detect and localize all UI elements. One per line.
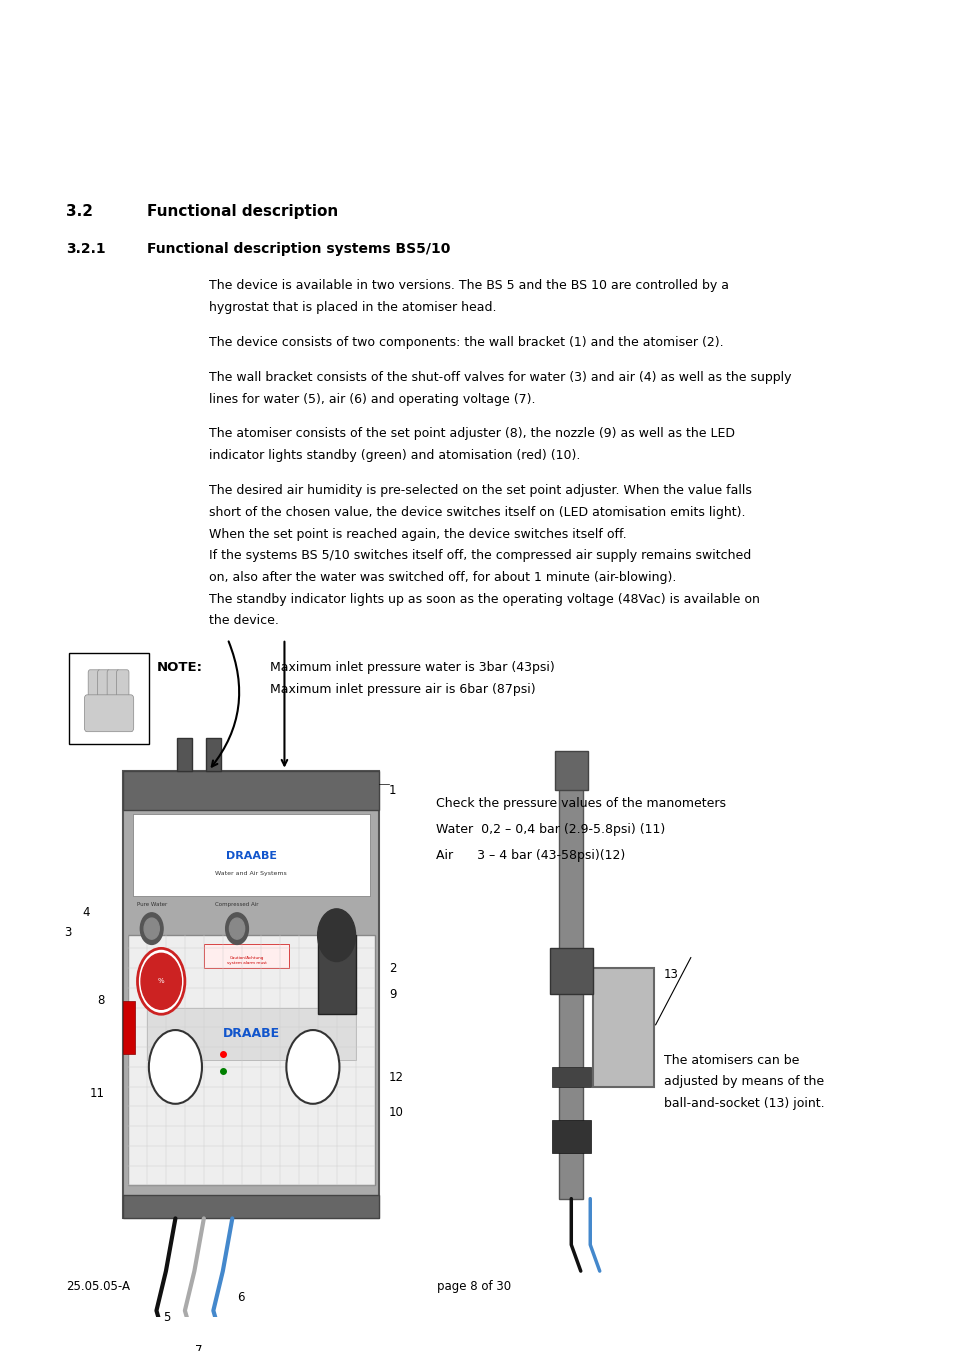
Text: The device consists of two components: the wall bracket (1) and the atomiser (2): The device consists of two components: t… [209,336,722,349]
Text: 2: 2 [389,962,395,974]
Bar [206,738,221,770]
Text: The atomisers can be: The atomisers can be [663,1054,799,1067]
Bar [132,815,370,896]
Text: ball-and-socket (13) joint.: ball-and-socket (13) joint. [663,1097,823,1111]
Text: Water and Air Systems: Water and Air Systems [215,871,287,875]
Text: hygrostat that is placed in the atomiser head.: hygrostat that is placed in the atomiser… [209,301,496,313]
Text: The atomiser consists of the set point adjuster (8), the nozzle (9) as well as t: The atomiser consists of the set point a… [209,427,734,440]
Text: Functional description systems BS5/10: Functional description systems BS5/10 [147,242,450,257]
Text: on, also after the water was switched off, for about 1 minute (air-blowing).: on, also after the water was switched of… [209,571,676,584]
Text: 4: 4 [83,907,90,919]
Circle shape [230,919,244,939]
Bar [123,1001,134,1054]
Text: 3: 3 [64,925,71,939]
Bar [317,935,355,1015]
Text: If the systems BS 5/10 switches itself off, the compressed air supply remains sw: If the systems BS 5/10 switches itself o… [209,550,750,562]
FancyBboxPatch shape [116,670,129,708]
FancyBboxPatch shape [88,670,100,708]
Bar [554,751,587,790]
Text: 25.05.05-A: 25.05.05-A [67,1281,131,1293]
Text: Maximum inlet pressure air is 6bar (87psi): Maximum inlet pressure air is 6bar (87ps… [270,684,536,696]
Text: Caution/Achtung
system alarm must: Caution/Achtung system alarm must [227,957,266,965]
Text: the device.: the device. [209,615,278,627]
Circle shape [286,1029,339,1104]
Text: 1: 1 [389,784,395,797]
Bar [204,944,289,969]
Text: lines for water (5), air (6) and operating voltage (7).: lines for water (5), air (6) and operati… [209,393,535,405]
Text: Check the pressure values of the manometers: Check the pressure values of the manomet… [436,797,725,809]
FancyBboxPatch shape [107,670,119,708]
Bar [123,770,379,811]
FancyBboxPatch shape [97,670,110,708]
Text: adjusted by means of the: adjusted by means of the [663,1075,823,1089]
Text: 11: 11 [90,1086,104,1100]
Bar [549,948,592,994]
FancyBboxPatch shape [70,654,149,744]
Text: indicator lights standby (green) and atomisation (red) (10).: indicator lights standby (green) and ato… [209,449,579,462]
Circle shape [144,919,159,939]
Text: 10: 10 [389,1106,403,1120]
Text: %: % [157,978,164,985]
Text: When the set point is reached again, the device switches itself off.: When the set point is reached again, the… [209,527,625,540]
Bar [123,1194,379,1219]
Bar [147,1008,355,1061]
Bar [128,935,375,1185]
Text: NOTE:: NOTE: [156,661,202,674]
Text: The wall bracket consists of the shut-off valves for water (3) and air (4) as we: The wall bracket consists of the shut-of… [209,370,790,384]
Text: Maximum inlet pressure water is 3bar (43psi): Maximum inlet pressure water is 3bar (43… [270,661,555,674]
Text: Pure Water: Pure Water [136,902,167,908]
Bar [592,969,654,1086]
Text: 3.2.1: 3.2.1 [67,242,106,257]
FancyBboxPatch shape [84,694,133,732]
Bar [551,1067,590,1086]
Bar [551,1120,590,1152]
Text: Functional description: Functional description [147,204,338,219]
Circle shape [226,913,248,944]
Text: 5: 5 [163,1310,171,1324]
Text: 9: 9 [389,988,395,1001]
Text: 12: 12 [389,1071,403,1084]
Text: 8: 8 [97,994,104,1008]
Text: 13: 13 [663,969,678,981]
Text: short of the chosen value, the device switches itself on (LED atomisation emits : short of the chosen value, the device sw… [209,505,744,519]
Text: Compressed Air: Compressed Air [215,902,258,908]
Text: The desired air humidity is pre-selected on the set point adjuster. When the val: The desired air humidity is pre-selected… [209,484,751,497]
Circle shape [140,913,163,944]
Text: 3.2: 3.2 [67,204,93,219]
Bar [177,738,193,770]
Text: Water  0,2 – 0,4 bar (2.9-5.8psi) (11): Water 0,2 – 0,4 bar (2.9-5.8psi) (11) [436,823,665,836]
Bar [123,770,379,1219]
Text: The device is available in two versions. The BS 5 and the BS 10 are controlled b: The device is available in two versions.… [209,280,728,292]
Text: The standby indicator lights up as soon as the operating voltage (48Vac) is avai: The standby indicator lights up as soon … [209,593,759,605]
Text: Air      3 – 4 bar (43-58psi)(12): Air 3 – 4 bar (43-58psi)(12) [436,848,625,862]
Circle shape [137,948,185,1015]
Circle shape [141,954,181,1009]
Text: DRAABE: DRAABE [222,1028,279,1040]
Text: 6: 6 [236,1290,244,1304]
Text: page 8 of 30: page 8 of 30 [436,1281,511,1293]
Text: DRAABE: DRAABE [226,851,276,861]
Text: 7: 7 [195,1343,203,1351]
Bar [558,777,582,1198]
Circle shape [149,1029,202,1104]
Circle shape [317,909,355,962]
